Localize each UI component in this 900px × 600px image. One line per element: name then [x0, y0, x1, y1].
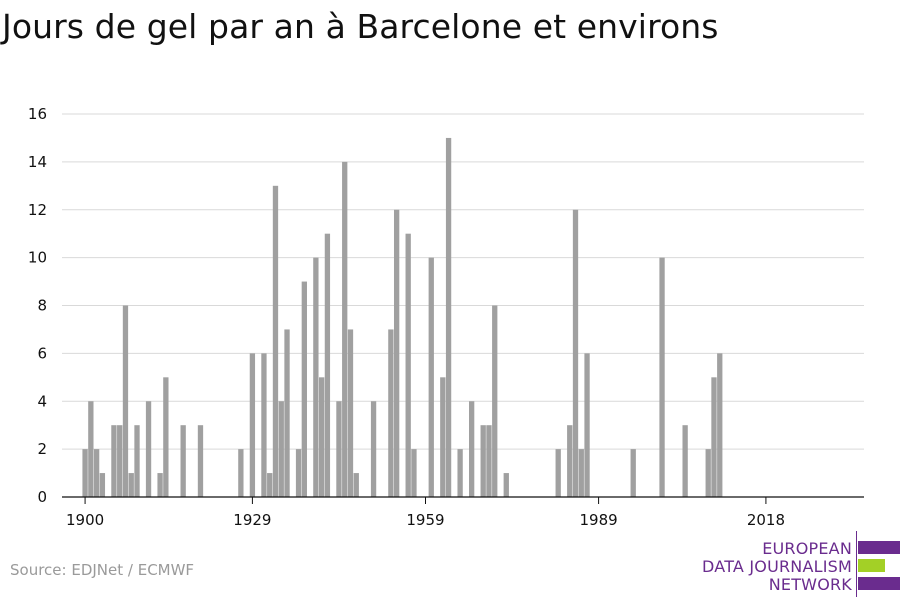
bar — [180, 425, 186, 497]
logo-bar-green — [858, 559, 885, 572]
bar — [93, 449, 100, 497]
bar — [353, 473, 359, 497]
bar — [295, 449, 302, 497]
bar — [324, 233, 331, 497]
bar — [145, 401, 152, 497]
y-tick-label: 4 — [37, 392, 47, 410]
bar — [555, 449, 561, 497]
bar — [717, 353, 723, 497]
bar — [117, 425, 123, 497]
bar — [272, 185, 279, 497]
x-axis — [62, 496, 864, 504]
x-tick-label: 1929 — [233, 511, 271, 529]
y-tick-labels: 0 2 4 6 8 10 12 14 16 — [28, 105, 47, 506]
bar — [267, 473, 273, 497]
logo-line-2: DATA JOURNALISM — [702, 557, 852, 576]
bar — [318, 377, 325, 497]
logo-divider — [856, 531, 857, 597]
bar — [122, 305, 129, 497]
bar — [163, 377, 169, 497]
bar — [503, 473, 509, 497]
y-tick-label: 12 — [28, 201, 47, 219]
bar — [197, 425, 204, 497]
bar — [457, 449, 463, 497]
bar — [445, 137, 452, 497]
x-tick-label: 1959 — [406, 511, 444, 529]
y-tick-label: 6 — [37, 344, 47, 362]
y-tick-label: 16 — [28, 105, 47, 123]
bar — [249, 353, 256, 497]
bar — [480, 425, 486, 497]
logo-line-1: EUROPEAN — [762, 539, 852, 558]
bar — [82, 449, 88, 497]
y-tick-label: 0 — [37, 488, 47, 506]
y-tick-label: 8 — [37, 297, 47, 315]
bar — [572, 209, 579, 497]
y-tick-label: 2 — [37, 440, 47, 458]
x-tick-labels: 1900 1929 1959 1989 2018 — [66, 511, 785, 529]
y-tick-label: 14 — [28, 153, 47, 171]
x-tick-label: 2018 — [747, 511, 785, 529]
bar — [388, 329, 394, 497]
bar — [128, 473, 134, 497]
edjnet-logo: EUROPEAN DATA JOURNALISM NETWORK — [700, 531, 900, 597]
bar — [578, 449, 584, 497]
bar — [405, 233, 411, 497]
logo-bar-purple-top — [858, 541, 900, 554]
bar — [411, 449, 417, 497]
bar — [336, 401, 342, 497]
bar — [342, 161, 348, 497]
chart-title: Jours de gel par an à Barcelone et envir… — [2, 7, 719, 46]
bar — [567, 425, 573, 497]
bar — [440, 377, 446, 497]
source-note: Source: EDJNet / ECMWF — [10, 561, 195, 579]
bar — [705, 449, 711, 497]
bar — [492, 305, 498, 497]
logo-bar-purple-bottom — [858, 577, 900, 590]
bar — [134, 425, 140, 497]
bars — [82, 137, 723, 497]
bar — [486, 425, 492, 497]
bar — [711, 377, 717, 497]
bar — [659, 257, 665, 497]
bar — [238, 449, 244, 497]
bar — [428, 257, 434, 497]
bar — [157, 473, 163, 497]
bar — [630, 449, 636, 497]
logo-line-3: NETWORK — [768, 575, 852, 594]
x-tick-label: 1900 — [66, 511, 104, 529]
gridlines — [62, 113, 864, 450]
bar — [469, 401, 475, 497]
bar — [284, 329, 290, 497]
bar — [393, 209, 400, 497]
bar — [347, 329, 354, 497]
bar — [370, 401, 377, 497]
bar — [313, 257, 319, 497]
bar — [584, 353, 590, 497]
bar — [99, 473, 106, 497]
bar — [278, 401, 284, 497]
bar — [111, 425, 117, 497]
bar — [261, 353, 267, 497]
y-tick-label: 10 — [28, 249, 47, 267]
x-tick-label: 1989 — [579, 511, 617, 529]
bar — [88, 401, 94, 497]
bar — [682, 425, 688, 497]
bar — [301, 281, 307, 497]
